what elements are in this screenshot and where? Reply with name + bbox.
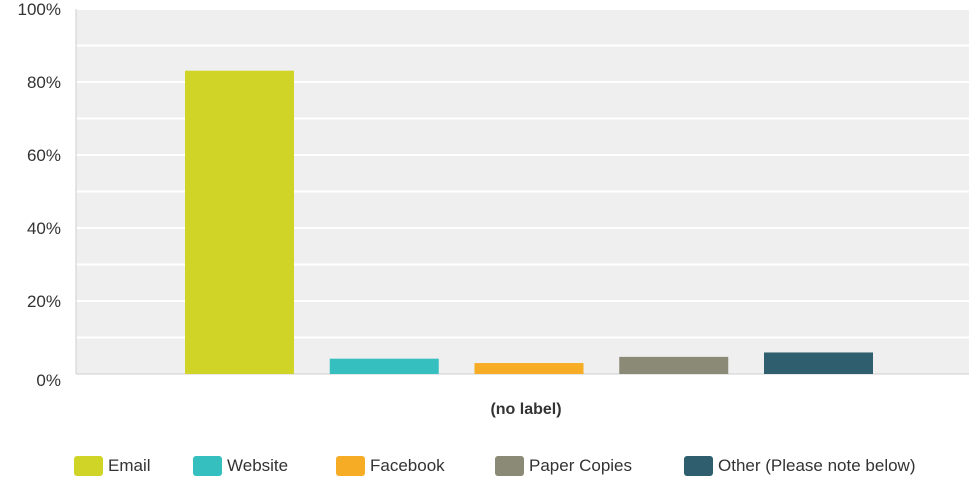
legend-label: Email xyxy=(108,456,151,475)
legend-item: Email xyxy=(74,456,151,476)
bar-facebook xyxy=(474,363,584,374)
legend-label: Other (Please note below) xyxy=(718,456,916,475)
legend-swatch xyxy=(74,456,103,476)
bar-website xyxy=(329,358,439,374)
legend-swatch xyxy=(495,456,524,476)
legend-label: Website xyxy=(227,456,289,475)
legend-item: Paper Copies xyxy=(495,456,632,476)
legend: Email Website Facebook Paper Copies Other (P… xyxy=(0,456,969,484)
y-tick-label: 60% xyxy=(27,146,61,165)
y-tick-label: 20% xyxy=(27,292,61,311)
legend-label: Paper Copies xyxy=(529,456,633,475)
legend-item: Facebook xyxy=(336,456,445,476)
bars xyxy=(185,70,873,374)
x-axis-label: (no label) xyxy=(490,401,561,418)
legend-swatch xyxy=(336,456,365,476)
y-tick-label: 100% xyxy=(18,0,61,19)
legend-swatch xyxy=(684,456,713,476)
bar-chart: 0% 20% 40% 60% 80% 100% (no label) xyxy=(18,0,969,418)
y-tick-label: 0% xyxy=(36,371,61,390)
y-tick-labels: 0% 20% 40% 60% 80% 100% xyxy=(18,0,61,390)
bar-other-please-note-below xyxy=(764,352,873,374)
legend-item: Other (Please note below) xyxy=(684,456,916,476)
y-tick-label: 80% xyxy=(27,73,61,92)
y-tick-label: 40% xyxy=(27,219,61,238)
legend-label: Facebook xyxy=(370,456,445,475)
legend-swatch xyxy=(193,456,222,476)
bar-paper-copies xyxy=(619,356,729,374)
bar-email xyxy=(185,70,294,374)
legend-item: Website xyxy=(193,456,288,476)
